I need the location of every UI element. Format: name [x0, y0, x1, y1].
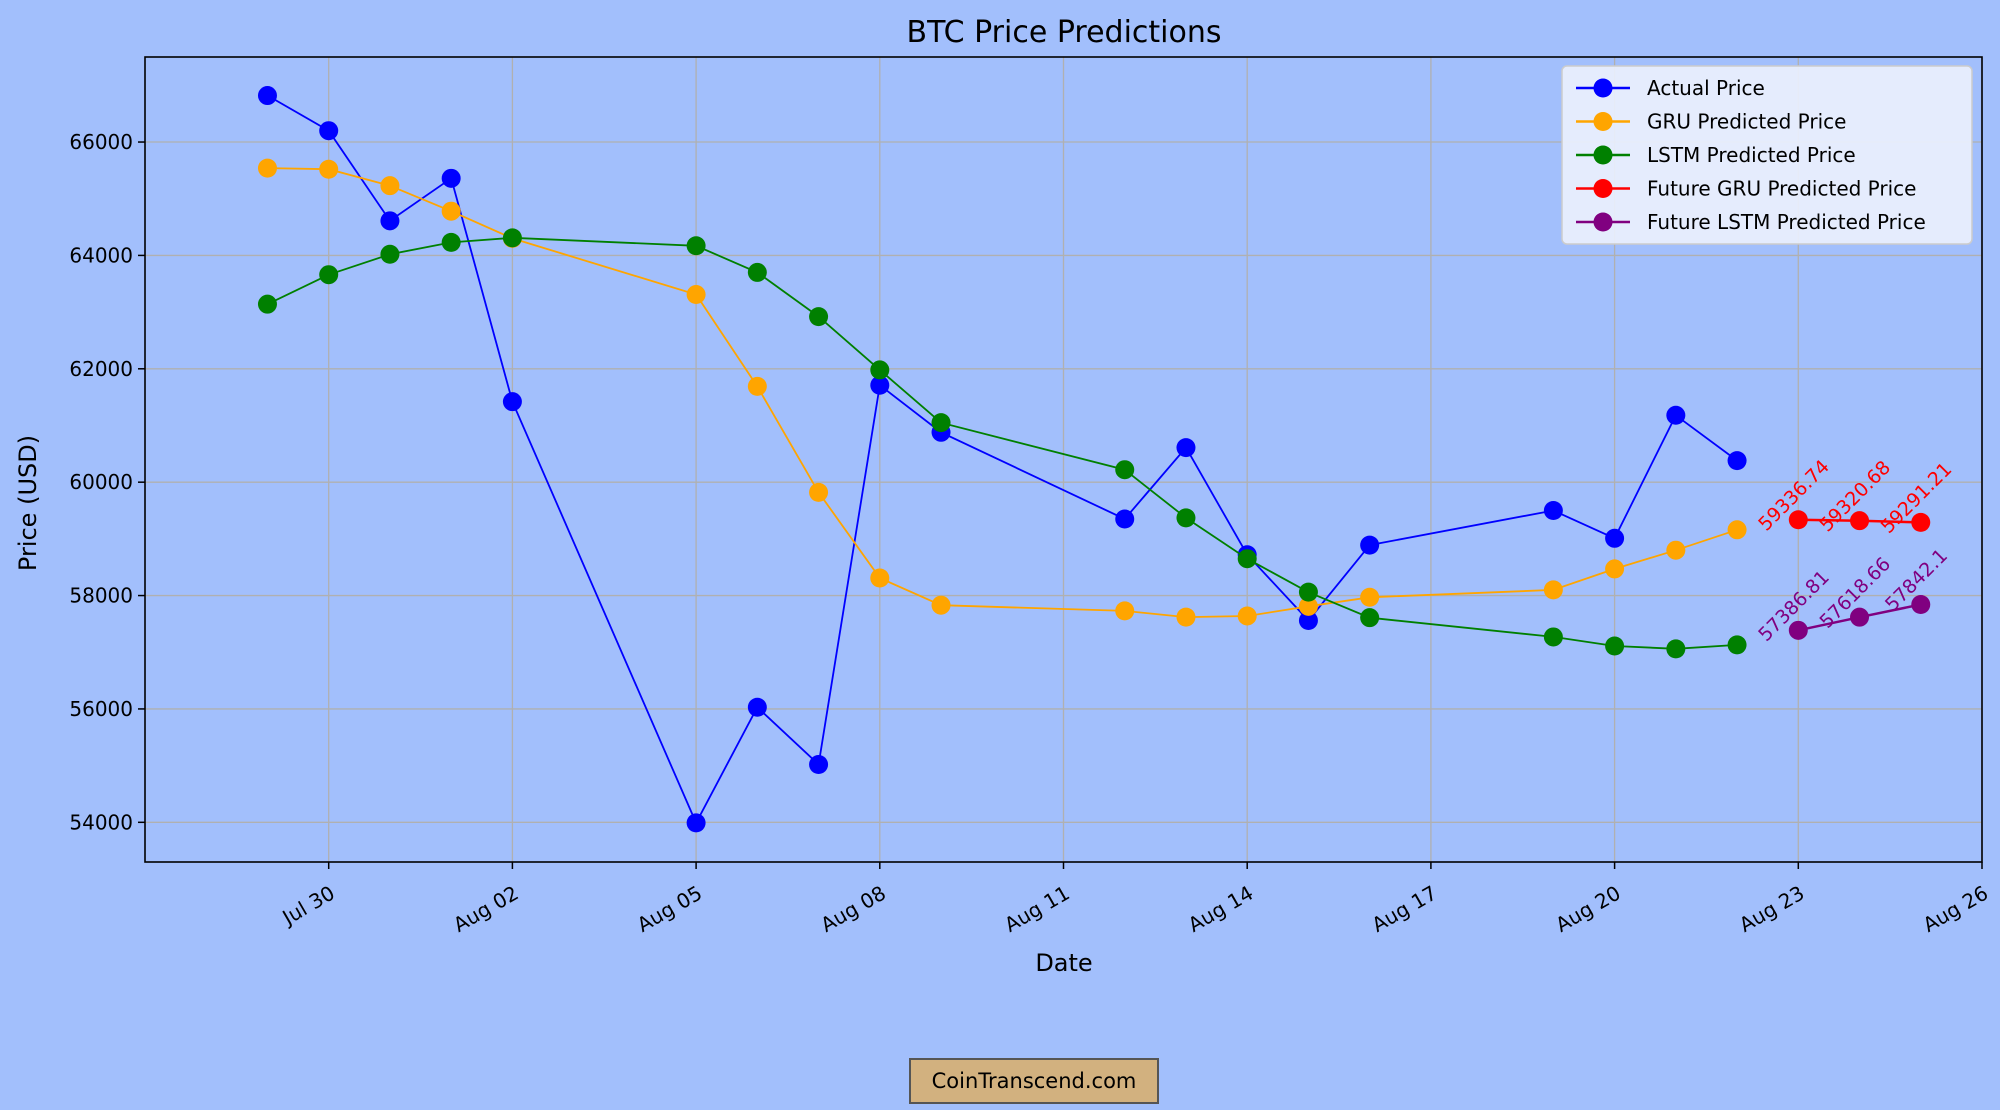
data-point [809, 482, 829, 502]
data-point [1666, 540, 1686, 560]
data-point [257, 158, 277, 178]
legend-swatch-marker [1593, 145, 1613, 165]
y-axis-label: Price (USD) [14, 435, 42, 571]
data-point [1911, 595, 1931, 615]
y-tick-label: 54000 [69, 810, 133, 834]
legend-entry: Actual Price [1647, 76, 1765, 100]
data-point [1605, 559, 1625, 579]
data-point [1605, 528, 1625, 548]
x-tick-label: Aug 17 [1368, 881, 1441, 937]
data-point [1360, 535, 1380, 555]
x-tick-label: Aug 08 [817, 881, 890, 937]
y-tick-label: 58000 [69, 584, 133, 608]
data-point [1911, 512, 1931, 532]
data-point [1115, 601, 1135, 621]
x-tick-label: Jul 30 [277, 881, 339, 931]
legend-entry: Future LSTM Predicted Price [1647, 210, 1926, 234]
x-tick-label: Aug 14 [1184, 881, 1257, 937]
data-point [441, 232, 461, 252]
data-point [1360, 608, 1380, 628]
data-point [686, 285, 706, 305]
legend-swatch-marker [1593, 212, 1613, 232]
legend-entry: GRU Predicted Price [1647, 110, 1846, 134]
data-point [1237, 549, 1257, 569]
data-point [1727, 451, 1747, 471]
data-point [870, 568, 890, 588]
series-line [267, 236, 1738, 650]
data-point [380, 244, 400, 264]
x-tick-label: Aug 05 [633, 881, 706, 937]
data-point [686, 813, 706, 833]
data-point [1727, 635, 1747, 655]
data-point [686, 236, 706, 256]
series-line [267, 167, 1738, 619]
data-point [1298, 582, 1318, 602]
y-tick-label: 60000 [69, 470, 133, 494]
data-point [1850, 511, 1870, 531]
data-point [380, 176, 400, 196]
x-tick-label: Aug 26 [1919, 881, 1992, 937]
chart-title: BTC Price Predictions [906, 15, 1221, 50]
data-point [1176, 438, 1196, 458]
data-point [809, 307, 829, 327]
data-point [1666, 405, 1686, 425]
data-point [1727, 520, 1747, 540]
x-tick-label: Aug 11 [1000, 881, 1073, 937]
series-line [267, 94, 1738, 825]
data-point [1360, 587, 1380, 607]
data-point [1298, 611, 1318, 630]
data-point [870, 375, 890, 395]
y-tick-label: 62000 [69, 357, 133, 381]
y-tick-label: 64000 [69, 243, 133, 267]
x-axis-label: Date [1035, 949, 1092, 977]
data-point [257, 294, 277, 314]
y-tick-label: 66000 [69, 130, 133, 154]
data-point [1298, 596, 1318, 616]
data-point [1237, 606, 1257, 626]
x-tick-label: Aug 23 [1735, 881, 1808, 937]
legend-box [1561, 65, 1973, 245]
data-point [1115, 509, 1135, 529]
y-tick-label: 56000 [69, 697, 133, 721]
data-point [931, 413, 951, 433]
data-point [1176, 607, 1196, 627]
data-point [931, 595, 951, 615]
data-point [747, 376, 767, 396]
watermark: CoinTranscend.com [909, 1058, 1159, 1104]
legend-entry: LSTM Predicted Price [1647, 143, 1856, 167]
data-point [1543, 627, 1563, 647]
data-point [1850, 607, 1870, 627]
data-point [1788, 620, 1808, 640]
data-point [870, 360, 890, 380]
data-point [1666, 639, 1686, 659]
data-point [809, 754, 829, 774]
data-point [1605, 636, 1625, 656]
legend-swatch-marker [1593, 78, 1613, 98]
legend-entry: Future GRU Predicted Price [1647, 177, 1916, 201]
data-point [319, 265, 339, 285]
legend-swatch-marker [1593, 179, 1613, 198]
data-point [1543, 501, 1563, 521]
data-point [319, 121, 339, 141]
data-point [380, 211, 400, 231]
legend-swatch-marker [1593, 112, 1613, 131]
legend: Actual Price GRU Predicted Price LSTM Pred… [1561, 65, 1973, 245]
data-point [257, 86, 277, 106]
data-point [502, 228, 522, 248]
data-point [502, 392, 522, 412]
data-point [441, 168, 461, 188]
data-point [747, 262, 767, 282]
data-point [747, 697, 767, 717]
data-point [319, 159, 339, 179]
data-point [1115, 460, 1135, 480]
x-tick-label: Aug 02 [449, 881, 522, 937]
x-tick-label: Aug 20 [1551, 881, 1624, 937]
data-point [1788, 510, 1808, 530]
data-point [441, 201, 461, 221]
data-point [1176, 508, 1196, 528]
data-point [1543, 580, 1563, 600]
